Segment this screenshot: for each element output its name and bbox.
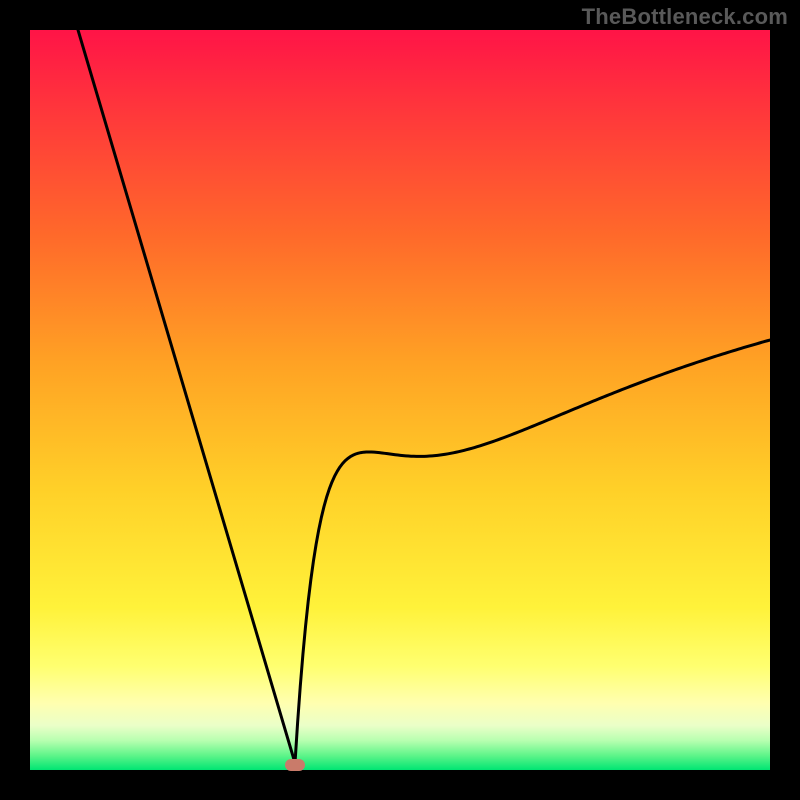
bottleneck-curve [30,30,770,770]
minimum-marker [285,759,305,771]
chart-root: TheBottleneck.com [0,0,800,800]
watermark-text: TheBottleneck.com [582,4,788,30]
plot-area [30,30,770,770]
